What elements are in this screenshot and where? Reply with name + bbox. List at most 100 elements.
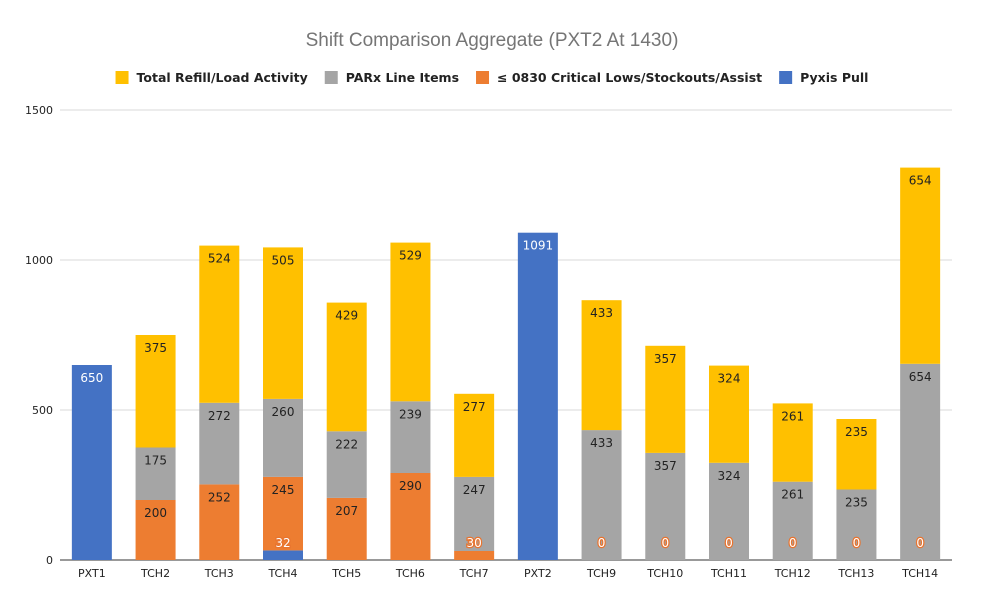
legend: Total Refill/Load Activity PARx Line Item… (115, 70, 868, 85)
bar-tch9-total-refill-load-activity (581, 300, 622, 431)
bar-tch12-total-refill-load-activity (772, 403, 813, 482)
y-tick-label: 1500 (25, 104, 53, 117)
data-label-tch12-0830-critical-lows-stockouts-assist: 0 (789, 536, 797, 550)
y-tick-label: 0 (46, 554, 53, 567)
bar-tch4-total-refill-load-activity (263, 247, 303, 399)
bar-tch4-0830-critical-lows-stockouts-assist (263, 476, 303, 551)
x-tick-label-tch3: TCH3 (204, 567, 234, 580)
x-tick-label-tch9: TCH9 (586, 567, 616, 580)
y-axis-ticks: 0 500 1000 1500 (25, 104, 53, 567)
data-label-tch3-parx-line-items: 272 (208, 409, 231, 423)
data-label-tch4-parx-line-items: 260 (272, 405, 295, 419)
data-label-tch12-parx-line-items: 261 (781, 488, 804, 502)
bar-tch7-total-refill-load-activity (454, 393, 495, 477)
bar-tch6-0830-critical-lows-stockouts-assist (390, 473, 431, 560)
data-label-tch14-0830-critical-lows-stockouts-assist: 0 (916, 536, 924, 550)
bar-tch4-pyxis-pull (263, 550, 303, 560)
bar-tch13-total-refill-load-activity (836, 419, 877, 490)
y-tick-label: 500 (32, 404, 53, 417)
x-tick-label-pxt2: PXT2 (524, 567, 552, 580)
legend-label-parx-line-items: PARx Line Items (346, 70, 459, 85)
y-tick-label: 1000 (25, 254, 53, 267)
legend-swatch-parx-line-items (324, 71, 338, 84)
x-tick-label-tch7: TCH7 (459, 567, 489, 580)
x-tick-label-tch4: TCH4 (267, 567, 297, 580)
data-label-tch3-0830-critical-lows-stockouts-assist: 252 (208, 490, 231, 504)
bar-tch12-parx-line-items (772, 481, 813, 560)
bar-tch3-total-refill-load-activity (199, 245, 240, 403)
data-label-pxt1-pyxis-pull: 650 (80, 371, 103, 385)
bar-tch7-0830-critical-lows-stockouts-assist (454, 551, 495, 560)
data-label-tch2-0830-critical-lows-stockouts-assist: 200 (144, 506, 167, 520)
data-label-tch13-total-refill-load-activity: 235 (845, 425, 868, 439)
data-label-tch2-parx-line-items: 175 (144, 454, 167, 468)
data-label-tch5-total-refill-load-activity: 429 (335, 309, 358, 323)
bar-tch5-parx-line-items (326, 431, 367, 498)
bar-tch13-parx-line-items (836, 489, 877, 560)
data-label-tch12-total-refill-load-activity: 261 (781, 409, 804, 423)
x-axis-ticks: PXT1 TCH2 TCH3 TCH4 TCH5 TCH6 TCH7 PXT2 TCH9 TCH1… (78, 567, 938, 580)
bar-tch9-parx-line-items (581, 430, 622, 560)
data-label-tch7-total-refill-load-activity: 277 (463, 400, 486, 414)
data-label-tch13-0830-critical-lows-stockouts-assist: 0 (853, 536, 861, 550)
data-label-tch9-total-refill-load-activity: 433 (590, 306, 613, 320)
bar-tch4-parx-line-items (263, 398, 303, 477)
bar-tch10-total-refill-load-activity (645, 345, 686, 453)
x-tick-label-tch11: TCH11 (710, 567, 747, 580)
bar-pxt2-pyxis-pull (517, 232, 558, 560)
data-label-tch4-0830-critical-lows-stockouts-assist: 245 (272, 483, 295, 497)
bar-tch5-0830-critical-lows-stockouts-assist (326, 497, 367, 560)
data-label-tch9-0830-critical-lows-stockouts-assist: 0 (598, 536, 606, 550)
data-label-tch14-total-refill-load-activity: 654 (909, 174, 932, 188)
data-label-tch3-total-refill-load-activity: 524 (208, 252, 231, 266)
chart-title: Shift Comparison Aggregate (PXT2 At 1430… (306, 30, 679, 51)
data-label-tch5-parx-line-items: 222 (335, 437, 358, 451)
x-tick-label-pxt1: PXT1 (78, 567, 106, 580)
bar-tch11-parx-line-items (709, 462, 749, 560)
bar-tch7-parx-line-items (454, 476, 495, 551)
bars (71, 167, 941, 560)
data-label-tch2-total-refill-load-activity: 375 (144, 341, 167, 355)
bar-tch6-parx-line-items (390, 401, 431, 473)
legend-swatch-total-refill-load-activity (115, 71, 129, 84)
data-label-tch10-0830-critical-lows-stockouts-assist: 0 (661, 536, 669, 550)
bar-tch2-total-refill-load-activity (135, 335, 176, 448)
bar-tch2-0830-critical-lows-stockouts-assist (135, 500, 176, 560)
data-label-tch11-0830-critical-lows-stockouts-assist: 0 (725, 536, 733, 550)
bar-tch10-parx-line-items (645, 452, 686, 560)
data-label-tch11-total-refill-load-activity: 324 (718, 372, 741, 386)
data-label-tch10-parx-line-items: 357 (654, 459, 677, 473)
data-label-tch7-0830-critical-lows-stockouts-assist: 30 (467, 536, 482, 550)
data-label-tch9-parx-line-items: 433 (590, 436, 613, 450)
gridlines (60, 109, 952, 561)
data-labels: 650 200 175 375 252 272 524 32 245 260 505 207 222 42… (80, 174, 932, 552)
legend-label-total-refill-load-activity: Total Refill/Load Activity (137, 70, 308, 85)
data-label-tch5-0830-critical-lows-stockouts-assist: 207 (335, 504, 358, 518)
x-tick-label-tch13: TCH13 (837, 567, 874, 580)
x-tick-label-tch2: TCH2 (140, 567, 170, 580)
data-label-tch7-parx-line-items: 247 (463, 483, 486, 497)
data-label-tch11-parx-line-items: 324 (718, 469, 741, 483)
bar-tch5-total-refill-load-activity (326, 302, 367, 432)
legend-label-pyxis-pull: Pyxis Pull (800, 70, 868, 85)
x-tick-label-tch5: TCH5 (331, 567, 361, 580)
x-tick-label-tch14: TCH14 (901, 567, 938, 580)
bar-tch2-parx-line-items (135, 447, 176, 500)
data-label-tch6-0830-critical-lows-stockouts-assist: 290 (399, 479, 422, 493)
bar-tch14-parx-line-items (900, 363, 941, 560)
x-tick-label-tch10: TCH10 (646, 567, 683, 580)
x-tick-label-tch12: TCH12 (774, 567, 811, 580)
data-label-tch4-total-refill-load-activity: 505 (272, 253, 295, 267)
data-label-tch13-parx-line-items: 235 (845, 496, 868, 510)
x-tick-label-tch6: TCH6 (395, 567, 425, 580)
bar-tch11-total-refill-load-activity (709, 365, 749, 463)
bar-tch3-0830-critical-lows-stockouts-assist (199, 484, 240, 560)
data-label-tch4-pyxis-pull: 32 (275, 536, 290, 550)
data-label-tch10-total-refill-load-activity: 357 (654, 352, 677, 366)
data-label-tch6-total-refill-load-activity: 529 (399, 249, 422, 263)
legend-swatch-0830-critical-lows-stockouts-assist (476, 71, 490, 84)
data-label-tch14-parx-line-items: 654 (909, 370, 932, 384)
data-label-pxt2-pyxis-pull: 1091 (523, 239, 554, 253)
bar-tch3-parx-line-items (199, 402, 240, 485)
